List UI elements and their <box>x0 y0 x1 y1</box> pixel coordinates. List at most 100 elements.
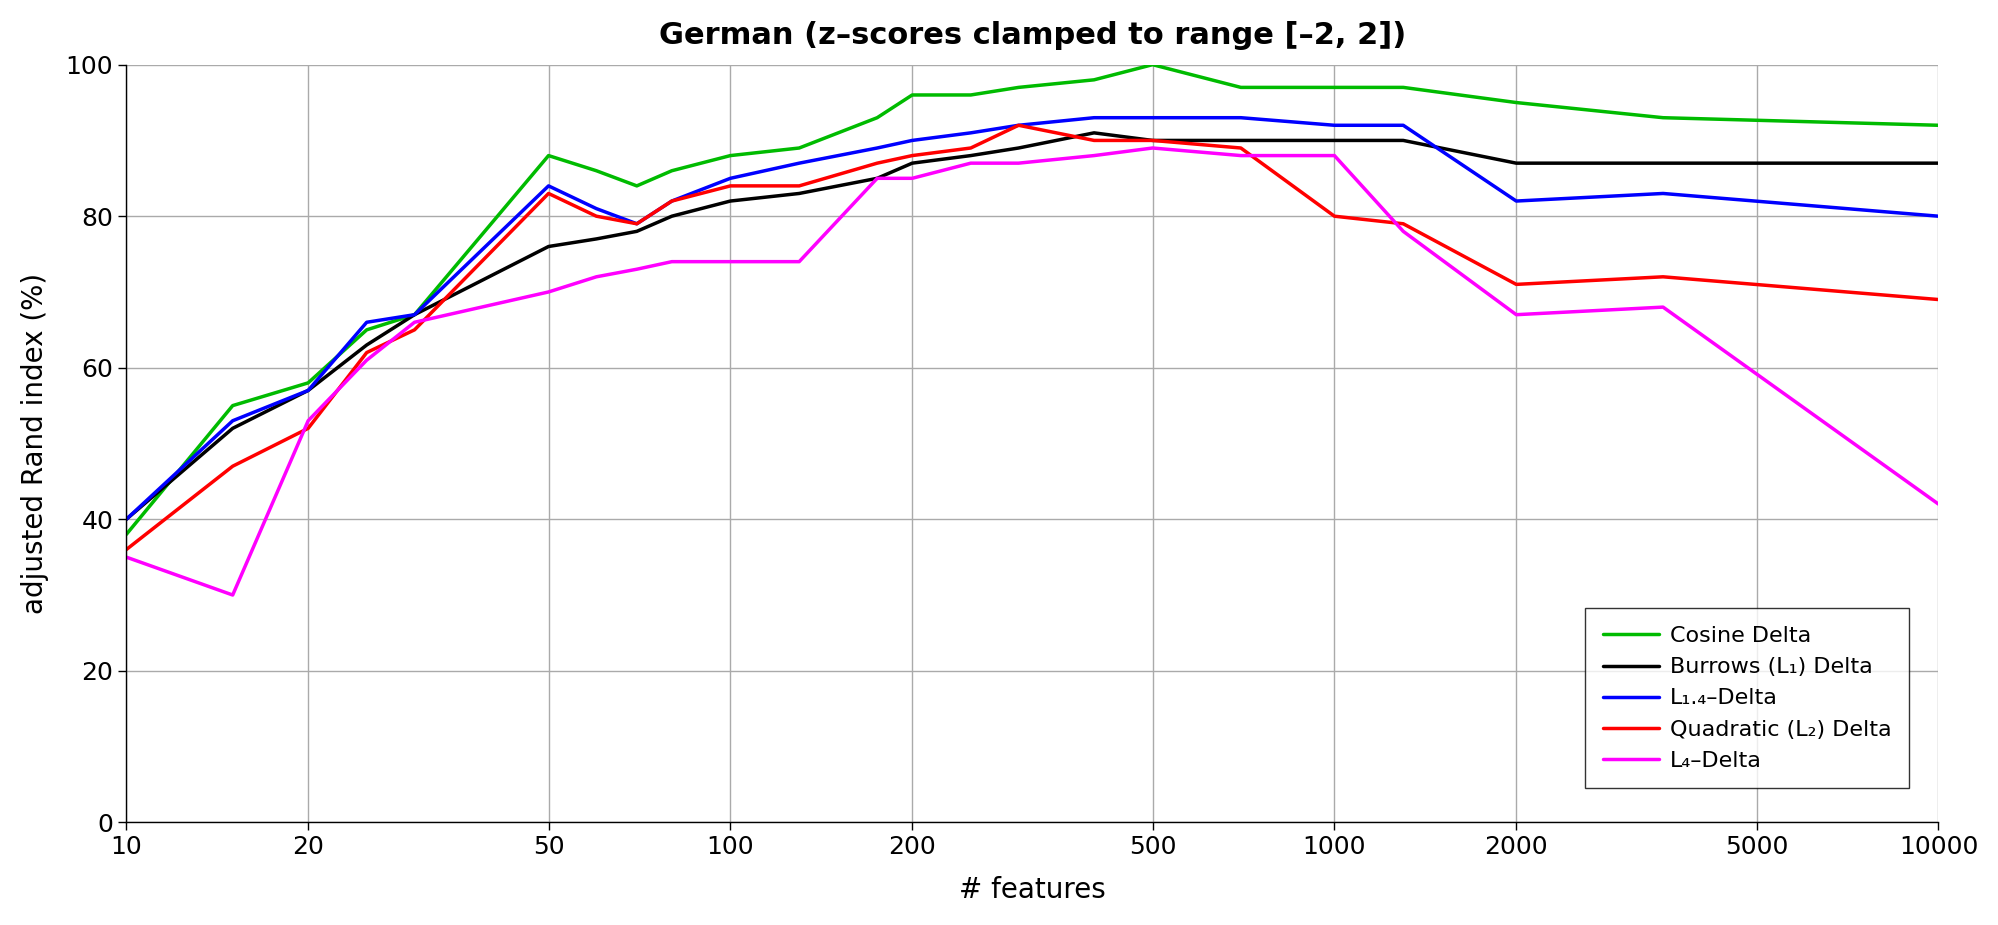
Cosine Delta <box>1141 59 1165 70</box>
Burrows (L₁) Delta <box>1081 128 1105 139</box>
L₁.₄–Delta <box>535 180 559 191</box>
Quadratic (L₂) Delta <box>1650 271 1674 282</box>
L₄–Delta <box>1229 150 1253 161</box>
Quadratic (L₂) Delta <box>1007 119 1031 130</box>
L₁.₄–Delta <box>402 309 426 320</box>
L₁.₄–Delta <box>1229 112 1253 123</box>
L₁.₄–Delta <box>1007 119 1031 130</box>
Burrows (L₁) Delta <box>583 233 607 244</box>
Quadratic (L₂) Delta <box>865 157 889 168</box>
Line: L₁.₄–Delta: L₁.₄–Delta <box>126 117 1938 519</box>
L₁.₄–Delta <box>1081 112 1105 123</box>
Quadratic (L₂) Delta <box>787 180 811 191</box>
L₁.₄–Delta <box>1504 195 1528 206</box>
Cosine Delta <box>959 90 983 101</box>
Cosine Delta <box>1504 97 1528 108</box>
Cosine Delta <box>1323 81 1347 92</box>
L₄–Delta <box>296 415 320 426</box>
Cosine Delta <box>296 377 320 388</box>
Quadratic (L₂) Delta <box>1323 211 1347 222</box>
Burrows (L₁) Delta <box>402 309 426 320</box>
Burrows (L₁) Delta <box>1504 157 1528 168</box>
Quadratic (L₂) Delta <box>1141 135 1165 146</box>
Burrows (L₁) Delta <box>1391 135 1415 146</box>
Quadratic (L₂) Delta <box>1391 218 1415 229</box>
Cosine Delta <box>402 309 426 320</box>
Line: Cosine Delta: Cosine Delta <box>126 65 1938 535</box>
Burrows (L₁) Delta <box>959 150 983 161</box>
X-axis label: # features: # features <box>959 876 1105 904</box>
Cosine Delta <box>1007 81 1031 92</box>
Quadratic (L₂) Delta <box>1229 142 1253 154</box>
Quadratic (L₂) Delta <box>959 142 983 154</box>
Line: Burrows (L₁) Delta: Burrows (L₁) Delta <box>126 133 1938 519</box>
Burrows (L₁) Delta <box>1007 142 1031 154</box>
Quadratic (L₂) Delta <box>717 180 741 191</box>
L₄–Delta <box>220 589 244 600</box>
Burrows (L₁) Delta <box>1926 157 1950 168</box>
L₁.₄–Delta <box>1926 211 1950 222</box>
Quadratic (L₂) Delta <box>114 544 138 555</box>
Burrows (L₁) Delta <box>114 513 138 524</box>
Cosine Delta <box>583 166 607 177</box>
Cosine Delta <box>535 150 559 161</box>
L₁.₄–Delta <box>865 142 889 154</box>
L₄–Delta <box>1141 142 1165 154</box>
Cosine Delta <box>787 142 811 154</box>
L₁.₄–Delta <box>296 385 320 396</box>
Quadratic (L₂) Delta <box>296 423 320 434</box>
L₁.₄–Delta <box>354 316 378 327</box>
Line: L₄–Delta: L₄–Delta <box>126 148 1938 595</box>
Burrows (L₁) Delta <box>659 211 683 222</box>
Quadratic (L₂) Delta <box>220 461 244 472</box>
L₁.₄–Delta <box>1391 119 1415 130</box>
Cosine Delta <box>625 180 649 191</box>
Cosine Delta <box>717 150 741 161</box>
Burrows (L₁) Delta <box>535 240 559 252</box>
Quadratic (L₂) Delta <box>1926 294 1950 305</box>
L₄–Delta <box>1504 309 1528 320</box>
Quadratic (L₂) Delta <box>659 195 683 206</box>
L₄–Delta <box>535 287 559 298</box>
Burrows (L₁) Delta <box>865 173 889 184</box>
Quadratic (L₂) Delta <box>625 218 649 229</box>
Cosine Delta <box>1391 81 1415 92</box>
L₄–Delta <box>787 256 811 267</box>
Cosine Delta <box>865 112 889 123</box>
Burrows (L₁) Delta <box>717 195 741 206</box>
L₁.₄–Delta <box>959 128 983 139</box>
L₁.₄–Delta <box>1141 112 1165 123</box>
L₄–Delta <box>717 256 741 267</box>
Quadratic (L₂) Delta <box>899 150 923 161</box>
L₄–Delta <box>865 173 889 184</box>
L₄–Delta <box>1650 302 1674 313</box>
L₁.₄–Delta <box>220 415 244 426</box>
L₄–Delta <box>1391 226 1415 237</box>
Burrows (L₁) Delta <box>1323 135 1347 146</box>
Burrows (L₁) Delta <box>899 157 923 168</box>
L₄–Delta <box>625 264 649 275</box>
L₁.₄–Delta <box>899 135 923 146</box>
Legend: Cosine Delta, Burrows (L₁) Delta, L₁.₄–Delta, Quadratic (L₂) Delta, L₄–Delta: Cosine Delta, Burrows (L₁) Delta, L₁.₄–D… <box>1584 609 1908 788</box>
Burrows (L₁) Delta <box>296 385 320 396</box>
Cosine Delta <box>354 325 378 336</box>
L₁.₄–Delta <box>625 218 649 229</box>
L₄–Delta <box>354 354 378 365</box>
Burrows (L₁) Delta <box>1650 157 1674 168</box>
L₄–Delta <box>583 271 607 282</box>
L₄–Delta <box>402 316 426 327</box>
L₁.₄–Delta <box>114 513 138 524</box>
L₁.₄–Delta <box>1323 119 1347 130</box>
Cosine Delta <box>114 529 138 540</box>
Quadratic (L₂) Delta <box>402 325 426 336</box>
L₁.₄–Delta <box>583 204 607 215</box>
L₁.₄–Delta <box>717 173 741 184</box>
Cosine Delta <box>1081 74 1105 85</box>
Burrows (L₁) Delta <box>220 423 244 434</box>
L₄–Delta <box>899 173 923 184</box>
Cosine Delta <box>220 400 244 411</box>
L₄–Delta <box>959 157 983 168</box>
Cosine Delta <box>1926 119 1950 130</box>
Burrows (L₁) Delta <box>625 226 649 237</box>
L₄–Delta <box>659 256 683 267</box>
